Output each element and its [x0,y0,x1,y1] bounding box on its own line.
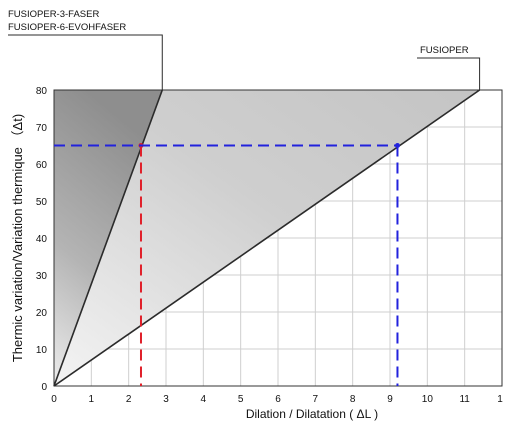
y-tick-label-1: 10 [36,345,48,356]
x-tick-label-4: 4 [201,394,207,405]
callout-leader-1 [417,57,481,90]
x-tick-label-3: 3 [163,394,169,405]
y-tick-label-7: 70 [36,123,48,134]
x-tick-label-8: 8 [350,394,356,405]
x-axis-label: Dilation / Dilatation ( ΔL ) [246,407,378,421]
y-tick-label-0: 0 [41,382,47,393]
y-tick-label-6: 60 [36,160,48,171]
y-tick-label-3: 30 [36,271,48,282]
x-tick-label-2: 2 [126,394,132,405]
reference-lines [54,143,400,386]
y-axis-label: Thermic variation/Variation thermique （Δ… [10,114,25,362]
plot-frame [53,89,503,387]
x-tick-labels: 0 1 2 3 4 5 6 7 8 9 10 11 1 [51,394,503,405]
series-line-0 [53,89,164,387]
callout-leader-0 [8,34,163,90]
y-tick-label-8: 80 [36,86,48,97]
x-tick-label-5: 5 [238,394,244,405]
x-tick-label-0: 0 [51,394,57,405]
x-tick-label-6: 6 [275,394,281,405]
y-tick-label-4: 40 [36,234,48,245]
y-tick-label-5: 50 [36,197,48,208]
x-tick-label-11: 11 [459,394,470,405]
y-tick-label-2: 20 [36,308,48,319]
reference-point-1 [394,143,400,148]
x-tick-label-1: 1 [89,394,95,405]
x-tick-label-7: 7 [313,394,319,405]
x-tick-label-12: 1 [497,394,503,405]
callout-label-0: FUSIOPER-3-FASER [8,9,99,20]
x-tick-label-10: 10 [422,394,434,405]
callouts: FUSIOPER-3-FASER FUSIOPER-6-EVOHFASER FUSI… [8,9,481,90]
x-tick-label-9: 9 [387,394,393,405]
callout-label-fusioper: FUSIOPER [420,45,469,56]
series-lines [53,89,481,387]
plot-border [53,89,503,387]
y-tick-labels: 0 10 20 30 40 50 60 70 80 [36,86,48,393]
callout-label-1: FUSIOPER-6-EVOHFASER [8,22,126,33]
series-line-1 [53,89,481,387]
